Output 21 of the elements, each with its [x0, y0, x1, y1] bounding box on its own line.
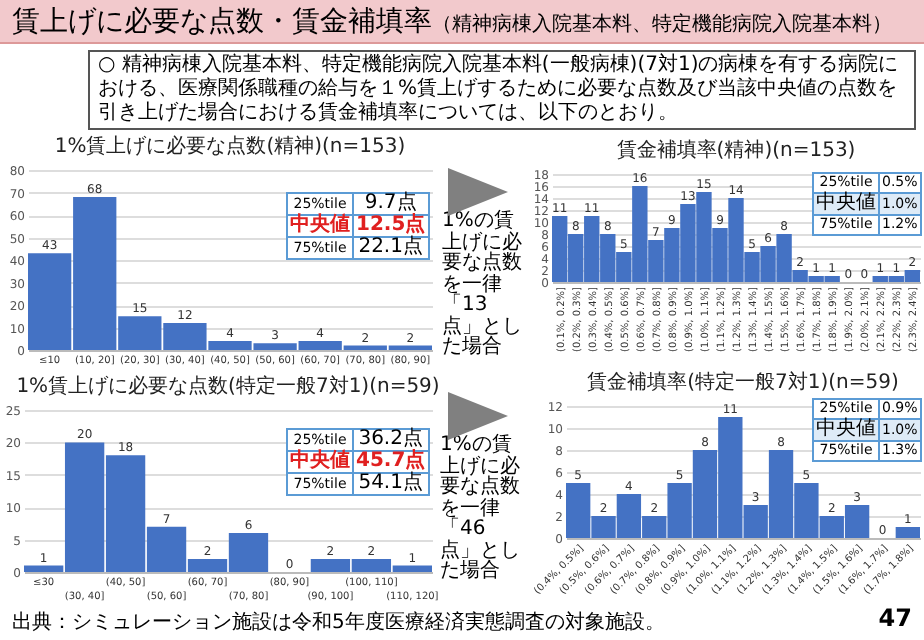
chart-title: 1%賃上げに必要な点数(特定一般7対1)(n=59): [16, 374, 440, 398]
annotation: 9.7点: [353, 192, 429, 215]
annotation: 22.1点: [353, 236, 429, 259]
annotation: 45.7点: [353, 450, 429, 473]
annotation: 中央値: [813, 192, 879, 215]
annotation: 中央値: [287, 450, 353, 473]
bar: [895, 527, 920, 538]
annotation: 36.2点: [353, 428, 429, 451]
text: 1%の賃上げに必要な点数を一律「13点」とした場合: [442, 210, 524, 359]
annotation: 12.5点: [353, 214, 429, 237]
chart-title: 賃金補填率(精神)(n=153): [616, 138, 856, 162]
text: 1%の賃上げに必要な点数を一律「46点」とした場合: [440, 434, 522, 583]
source-note: 出典：シミュレーション施設は令和5年度医療経済実態調査の対象施設。: [12, 609, 665, 636]
text: ○ 精神病棟入院基本料、特定機能病院入院基本料(一般病棟)(7対1)の病棟を有する病院における、医療関係職種の給与を１%賃上げするために必要な点数及び当該中央値の点数を引き上げた場合における賃金補填率については、以下のとおり。: [88, 50, 916, 130]
chart-title: 1%賃上げに必要な点数(精神)(n=153): [54, 134, 406, 158]
annotation: 中央値: [287, 214, 353, 237]
chart-title: 賃金補填率(特定一般7対1)(n=59): [587, 370, 899, 394]
text: 47: [878, 604, 912, 632]
annotation: 54.1点: [353, 472, 429, 495]
annotation: 中央値: [813, 418, 879, 441]
text: 賃上げに必要な点数・賃金補填率（精神病棟入院基本料、特定機能病院入院基本料）: [0, 0, 924, 44]
